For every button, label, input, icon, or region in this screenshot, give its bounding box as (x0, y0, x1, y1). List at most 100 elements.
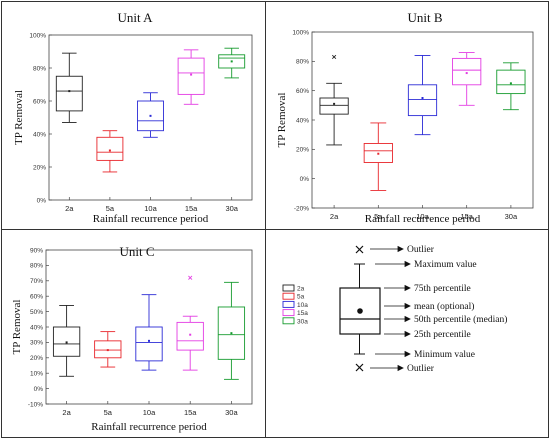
key-label-outlier-top: Outlier (407, 245, 435, 255)
x-tick-label: 2a (330, 212, 339, 221)
x-tick-label: 15a (184, 408, 197, 417)
outlier-marker (331, 54, 337, 60)
legend-label-5a: 5a (297, 294, 305, 301)
y-tick-label: 20% (33, 164, 46, 171)
iqr-box (55, 75, 83, 112)
legend-label-30a: 30a (297, 318, 308, 325)
mean-marker (465, 72, 468, 75)
key-outlier-bottom-marker (355, 363, 364, 372)
box-2a (319, 54, 349, 146)
x-axis-label: Rainfall recurrence period (365, 213, 481, 225)
mean-marker (421, 97, 424, 99)
x-tick-label: 10a (143, 408, 156, 417)
x-tick-label: 30a (505, 212, 518, 221)
y-tick-label: 80% (33, 65, 46, 72)
box-30a (218, 47, 246, 79)
box-30a (217, 281, 246, 380)
x-axis-label: Rainfall recurrence period (93, 213, 209, 225)
x-tick-label: 10a (416, 212, 429, 221)
key-arrowhead-mean (404, 302, 411, 310)
box-10a (137, 92, 164, 138)
chart-title: Unit A (117, 10, 153, 25)
box-15a (452, 52, 482, 106)
chart-title: Unit B (407, 10, 442, 25)
box-2a (52, 304, 81, 377)
key-mean-marker (357, 308, 363, 314)
x-tick-label: 5a (104, 408, 113, 417)
y-tick-label: 100% (29, 32, 46, 39)
y-tick-label: 40% (30, 324, 43, 331)
legend-label-15a: 15a (297, 310, 308, 317)
x-tick-label: 15a (185, 204, 198, 213)
iqr-box (319, 97, 349, 115)
y-tick-label: 80% (30, 263, 43, 270)
key-label-median: 50th percentile (median) (414, 314, 507, 325)
legend-label-2a: 2a (297, 286, 305, 293)
box-5a (94, 331, 122, 368)
x-tick-label: 5a (106, 204, 115, 213)
key-arrowhead-outlier-top (397, 245, 404, 253)
iqr-box (177, 57, 205, 95)
chart-unit-b: -20% 0% 20% 40% 60% 80% 100% 2a 5a 10a 15a 30a Unit … (276, 10, 534, 225)
key-label-outlier-bottom: Outlier (407, 364, 435, 374)
legend-label-10a: 10a (297, 302, 308, 309)
y-tick-label: 20% (30, 355, 43, 362)
iqr-box (135, 326, 163, 362)
outlier-marker (188, 275, 193, 280)
legend-swatch-15a (282, 309, 295, 317)
y-tick-label: 30% (30, 340, 43, 347)
mean-marker (230, 60, 233, 63)
x-tick-label: 30a (225, 204, 238, 213)
y-tick-label: 40% (296, 117, 309, 124)
legend-swatch-10a (282, 300, 295, 308)
iqr-box (176, 321, 204, 351)
chart-title: Unit C (119, 244, 154, 259)
box-2a (55, 52, 83, 123)
outlier-stroke (331, 54, 337, 60)
mean-marker (230, 332, 233, 335)
x-tick-label: 2a (65, 204, 74, 213)
box-10a (135, 294, 163, 371)
x-tick-label: 2a (62, 408, 71, 417)
mean-marker (108, 149, 111, 152)
key-label-min: Minimum value (414, 350, 475, 360)
outlier-stroke (188, 275, 193, 280)
x-tick-label: 15a (460, 212, 473, 221)
panel-border-key (265, 229, 549, 438)
key-arrowhead-outlier-bottom (397, 364, 404, 372)
mean-marker (148, 339, 150, 342)
mean-marker (377, 152, 380, 155)
y-tick-label: 80% (296, 59, 309, 66)
y-tick-label: 60% (33, 98, 46, 105)
mean-marker (189, 333, 192, 336)
y-tick-label: 40% (33, 131, 46, 138)
y-tick-label: 60% (296, 88, 309, 95)
box-5a (96, 130, 124, 173)
y-tick-label: 70% (30, 278, 43, 285)
mean-marker (65, 341, 68, 344)
iqr-box (496, 69, 526, 95)
box-15a (177, 49, 205, 105)
key-label-max: Maximum value (414, 260, 477, 270)
y-tick-label: 90% (30, 247, 43, 254)
box-15a (176, 275, 204, 371)
x-tick-label: 10a (144, 204, 157, 213)
y-tick-label: 0% (34, 386, 44, 393)
boxplot-key: Outlier Maximum value 75th percentile me… (339, 245, 507, 374)
x-tick-label: 30a (225, 408, 238, 417)
key-arrowhead-max (404, 260, 411, 268)
y-tick-label: 20% (296, 147, 309, 154)
key-arrowhead-p25 (404, 330, 411, 338)
iqr-box (407, 84, 438, 117)
key-arrowhead-p75 (404, 284, 411, 292)
iqr-box (452, 57, 482, 86)
y-tick-label: -20% (294, 205, 309, 212)
y-axis-label: TP Removal (11, 300, 23, 355)
mean-marker (509, 82, 512, 85)
y-axis-label: TP Removal (276, 93, 288, 148)
y-tick-label: 10% (30, 371, 43, 378)
y-tick-label: 100% (292, 29, 309, 36)
chart-unit-c: -10%0%10%20%30%40%50%60%70%80%90%2a 5a 10a… (11, 244, 308, 433)
key-arrowhead-median (404, 315, 411, 323)
